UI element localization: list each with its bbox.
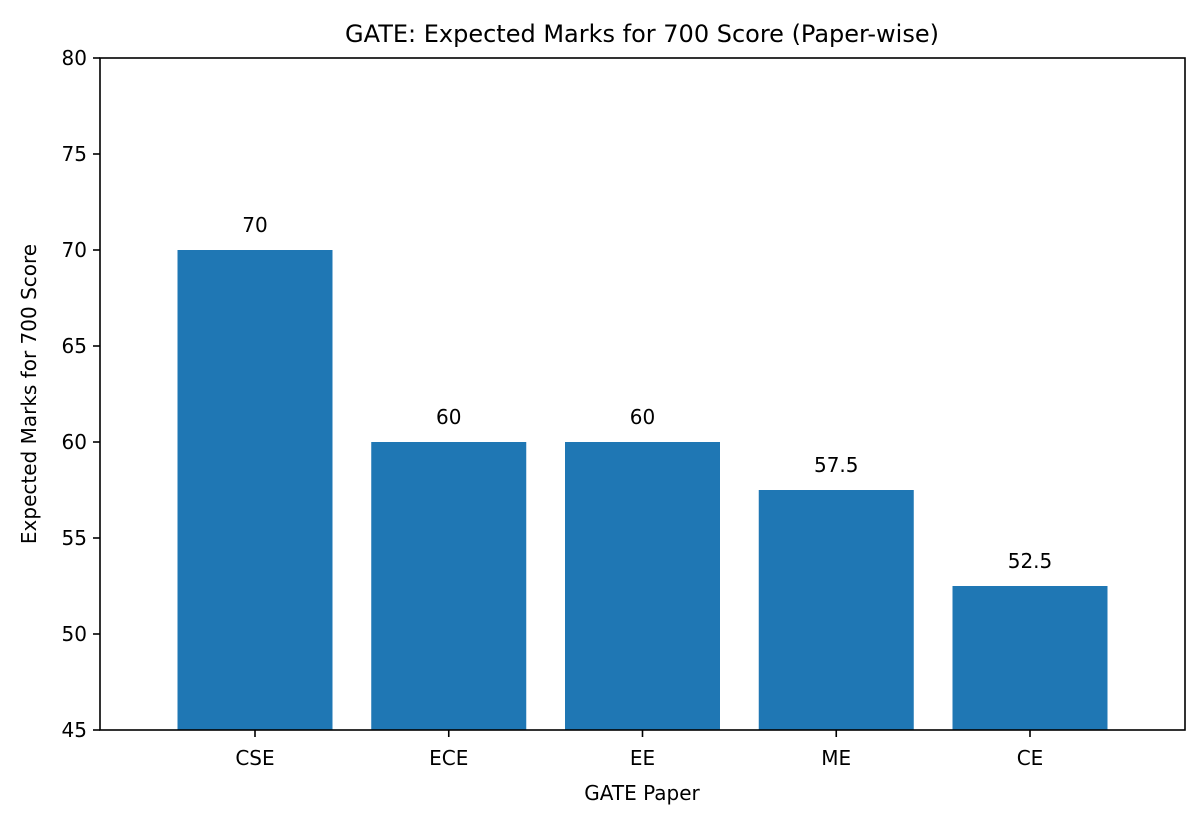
y-axis-label: Expected Marks for 700 Score xyxy=(17,244,41,544)
x-axis: CSE ECE EE ME CE xyxy=(235,730,1043,770)
bar-ee xyxy=(565,442,720,730)
y-tick-label: 75 xyxy=(62,142,87,166)
bar-ece xyxy=(371,442,527,730)
x-tick-label: CE xyxy=(1017,746,1044,770)
x-tick-label: ECE xyxy=(429,746,468,770)
y-tick-label: 70 xyxy=(62,238,87,262)
value-label: 52.5 xyxy=(1008,549,1053,573)
plot-frame xyxy=(99,57,1186,731)
value-label: 60 xyxy=(630,405,655,429)
value-label: 57.5 xyxy=(814,453,859,477)
y-tick-label: 60 xyxy=(62,430,87,454)
y-tick-label: 65 xyxy=(62,334,87,358)
bar-cse xyxy=(177,250,333,730)
y-axis: 45 50 55 60 65 70 75 80 xyxy=(62,46,100,742)
bars-group xyxy=(177,250,1108,730)
value-label: 60 xyxy=(436,405,461,429)
value-labels: 70 60 60 57.5 52.5 xyxy=(242,213,1052,573)
x-axis-label: GATE Paper xyxy=(584,781,700,805)
chart-title: GATE: Expected Marks for 700 Score (Pape… xyxy=(345,20,939,48)
x-tick-label: EE xyxy=(630,746,655,770)
y-tick-label: 50 xyxy=(62,622,87,646)
y-tick-label: 45 xyxy=(62,718,87,742)
y-tick-label: 55 xyxy=(62,526,87,550)
x-tick-label: ME xyxy=(821,746,851,770)
x-tick-label: CSE xyxy=(235,746,274,770)
y-tick-label: 80 xyxy=(62,46,87,70)
bar-ce xyxy=(952,586,1108,730)
bar-me xyxy=(758,490,914,730)
value-label: 70 xyxy=(242,213,267,237)
